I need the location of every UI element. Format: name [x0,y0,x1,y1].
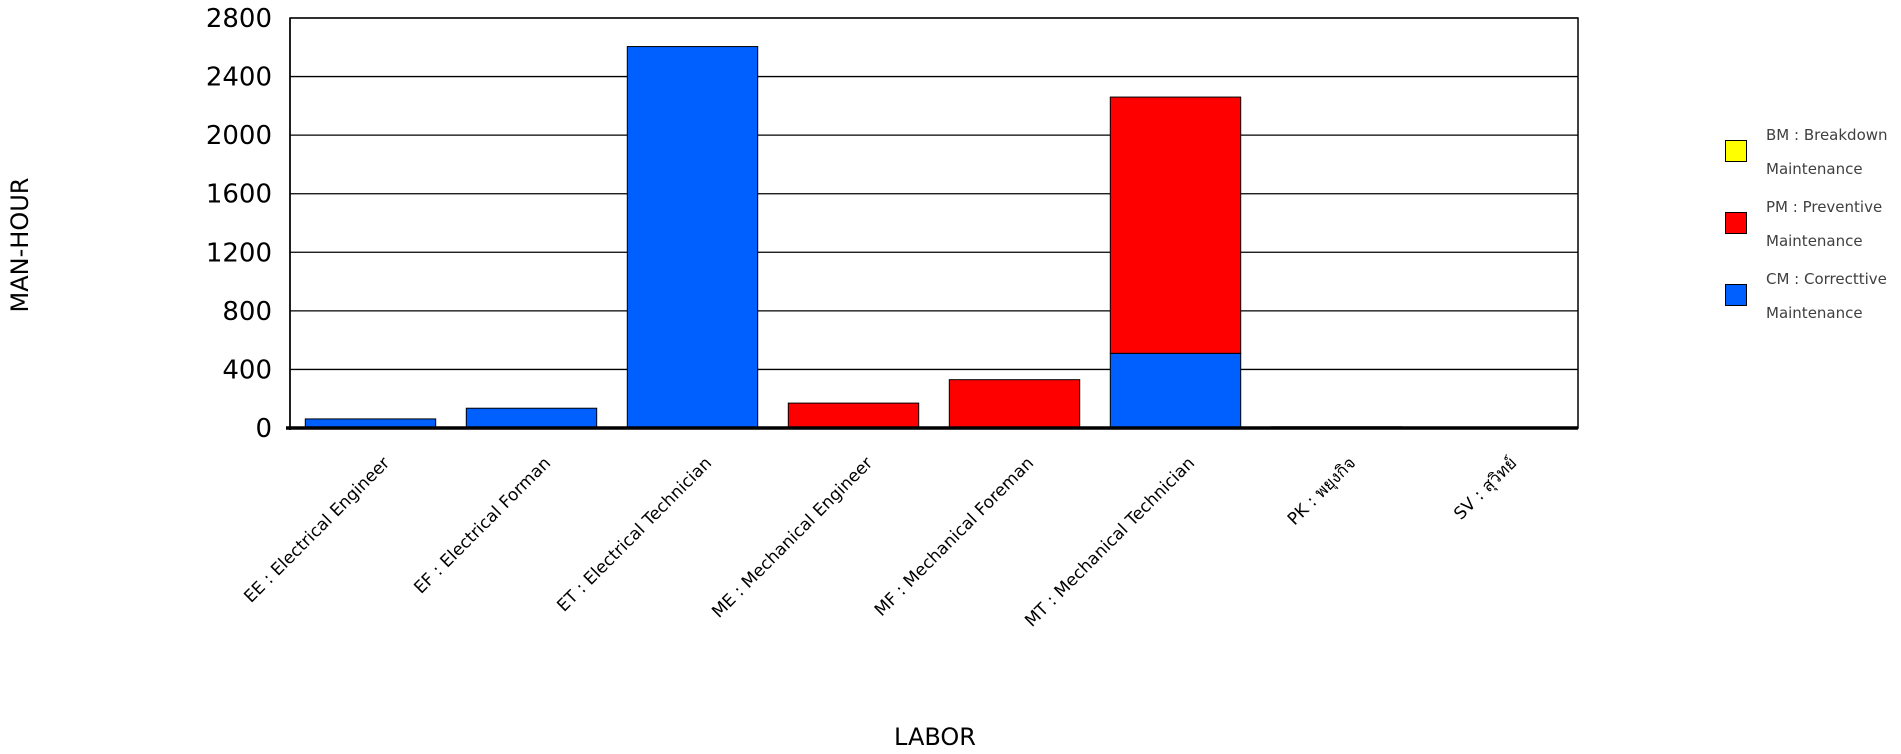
legend-item-bm: BM : Breakdown Maintenance [1725,118,1895,190]
y-tick-label: 800 [222,297,272,327]
x-tick-labels: EE : Electrical Engineer EF : Electrical … [240,453,1521,631]
legend-label-bm: BM : Breakdown Maintenance [1766,126,1888,178]
legend: BM : Breakdown Maintenance PM : Preventi… [1725,118,1895,334]
bar [948,379,1081,429]
plot-frame [289,17,1579,429]
legend-label-pm: PM : Preventive Maintenance [1766,198,1883,250]
bar [626,46,759,429]
bar [1109,96,1242,354]
x-axis-title: LABOR [894,723,976,751]
legend-swatch-bm [1725,140,1747,162]
y-axis-title: MAN-HOUR [6,178,34,313]
legend-item-pm: PM : Preventive Maintenance [1725,190,1895,262]
y-tick-label: 1200 [206,238,272,268]
bar [1109,352,1242,429]
legend-label-cm: CM : Correcttive Maintenance [1766,270,1887,322]
grid-lines [290,17,1578,371]
legend-swatch-cm [1725,284,1747,306]
axes [286,17,1579,430]
x-tick-label: PK : พยุงกิจ [1284,453,1360,529]
x-tick-label: EF : Electrical Forman [410,453,555,598]
y-tick-labels: 0 400 800 1200 1600 2000 2400 2800 [206,4,272,444]
y-tick-label: 2400 [206,63,272,93]
x-tick-label: ME : Mechanical Engineer [708,453,877,622]
y-tick-label: 2800 [206,4,272,34]
x-tick-label: MT : Mechanical Technician [1021,453,1199,631]
x-tick-label: MF : Mechanical Foreman [871,453,1038,620]
x-tick-label: SV : สุวิทย์ [1450,453,1521,524]
x-tick-label: ET : Electrical Technician [553,453,716,616]
legend-swatch-pm [1725,212,1747,234]
y-tick-label: 0 [255,414,272,444]
y-tick-label: 2000 [206,121,272,151]
y-tick-label: 1600 [206,180,272,210]
bar [465,407,598,429]
bars [304,46,1403,429]
bar [787,402,920,429]
x-tick-label: EE : Electrical Engineer [240,453,394,607]
legend-item-cm: CM : Correcttive Maintenance [1725,262,1895,334]
y-tick-label: 400 [222,355,272,385]
